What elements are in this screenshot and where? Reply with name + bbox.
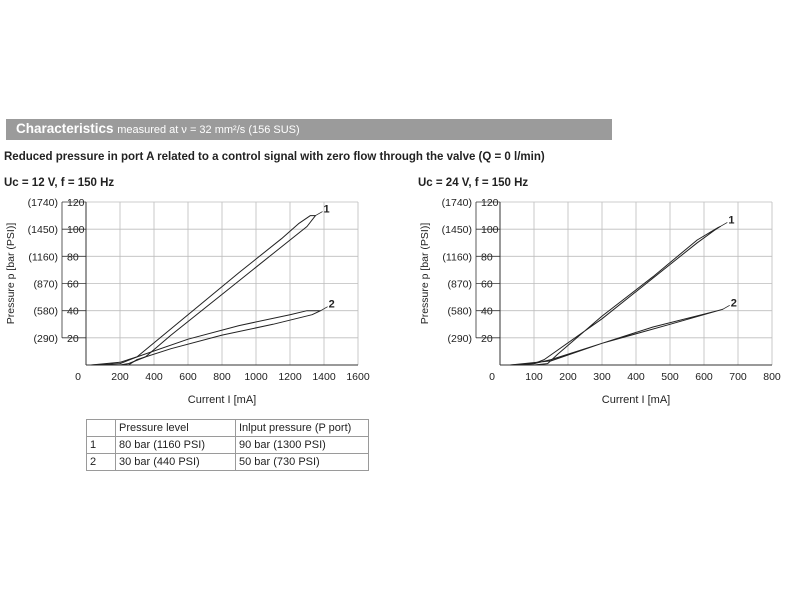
chart-2-x-tick-label: 800 — [763, 371, 781, 383]
chart-1-x-tick-label: 1600 — [346, 371, 370, 383]
chart-1-x-tick-label: 1000 — [244, 371, 268, 383]
chart-2-y-tick-label-psi: (1740) — [442, 197, 472, 209]
chart-2-y-tick-label-psi: (870) — [447, 279, 472, 291]
chart-2-y-tick-label-psi: (290) — [447, 333, 472, 345]
chart-1-series-2-leader — [320, 306, 328, 312]
chart-1-x-tick-label: 200 — [111, 371, 129, 383]
chart-1-y-tick-label: 40 — [67, 306, 79, 318]
chart-2-y-tick-label-psi: (1160) — [442, 251, 472, 263]
chart-1-y-tick-label-psi: (870) — [33, 279, 58, 291]
chart-2-y-axis-label: Pressure p [bar (PSI)] — [419, 223, 431, 325]
section-header-text: Characteristics measured at ν = 32 mm²/s… — [16, 121, 300, 136]
section-header-bar: Characteristics measured at ν = 32 mm²/s… — [6, 119, 612, 140]
chart-2-x-tick-label: 0 — [489, 371, 495, 383]
chart-1-y-tick-label: 60 — [67, 279, 79, 291]
chart-2-series-1-label: 1 — [728, 214, 734, 226]
chart-2-y-tick-label-psi: (580) — [447, 306, 472, 318]
table-header-cell: Pressure level — [115, 419, 236, 437]
chart-1-y-tick-label-psi: (1160) — [28, 251, 58, 263]
chart-2-x-tick-label: 100 — [525, 371, 543, 383]
table-cell: 2 — [86, 453, 116, 471]
chart-1-title: Uc = 12 V, f = 150 Hz — [4, 177, 115, 189]
chart-1-y-tick-label-psi: (580) — [33, 306, 58, 318]
table-header-cell — [86, 419, 116, 437]
chart-1-x-axis-label: Current I [mA] — [188, 394, 256, 406]
table-cell: 50 bar (730 PSI) — [235, 453, 369, 471]
chart-1-series-1-label: 1 — [324, 204, 330, 216]
chart-2-x-tick-label: 200 — [559, 371, 577, 383]
chart-2-x-tick-label: 700 — [729, 371, 747, 383]
chart-2-x-axis-label: Current I [mA] — [602, 394, 670, 406]
chart-2-y-tick-label: 100 — [481, 224, 499, 236]
chart-1-y-tick-label: 100 — [67, 224, 85, 236]
section-title: Characteristics — [16, 121, 114, 136]
chart-1-y-tick-label-psi: (1740) — [28, 197, 58, 209]
chart-1-x-tick-label: 1200 — [278, 371, 302, 383]
chart-2-x-tick-label: 500 — [661, 371, 679, 383]
chart-2-series-2-line — [510, 308, 724, 366]
chart-1-y-tick-label: 80 — [67, 251, 79, 263]
chart-2-y-tick-label-psi: (1450) — [442, 224, 472, 236]
chart-1-x-tick-label: 600 — [179, 371, 197, 383]
chart-1-y-tick-label: 120 — [67, 197, 85, 209]
chart-1-series-1-leader — [315, 211, 323, 216]
chart-1-y-tick-label-psi: (1450) — [28, 224, 58, 236]
chart-1-y-tick-label: 20 — [67, 333, 79, 345]
chart-2-title: Uc = 24 V, f = 150 Hz — [418, 177, 529, 189]
chart-2-series-1-leader — [720, 222, 728, 227]
chart-1-x-tick-label: 800 — [213, 371, 231, 383]
chart-2-y-tick-label: 40 — [481, 306, 493, 318]
table-header-row: Pressure level Inlput pressure (P port) — [86, 419, 369, 437]
chart-2-y-tick-label: 60 — [481, 279, 493, 291]
chart-2-y-tick-label: 120 — [481, 197, 499, 209]
table-cell: 80 bar (1160 PSI) — [115, 436, 236, 454]
chart-2-x-tick-label: 300 — [593, 371, 611, 383]
section-subtitle: measured at ν = 32 mm²/s (156 SUS) — [117, 124, 300, 136]
chart-1-x-tick-label: 1400 — [312, 371, 336, 383]
table-cell: 1 — [86, 436, 116, 454]
table-row: 1 80 bar (1160 PSI) 90 bar (1300 PSI) — [86, 436, 369, 454]
chart-1-series-2-line — [91, 310, 322, 366]
chart-1-series-2-label: 2 — [329, 299, 335, 311]
chart-2-series-2-leader — [722, 304, 730, 310]
chart-description: Reduced pressure in port A related to a … — [4, 151, 545, 163]
chart-1-series-1-line — [91, 215, 316, 366]
chart-1-x-tick-label: 0 — [75, 371, 81, 383]
chart-2-series-2-label: 2 — [731, 297, 737, 309]
chart-2-x-tick-label: 600 — [695, 371, 713, 383]
chart-2-series-1-line — [510, 226, 721, 366]
chart-2-y-tick-label: 80 — [481, 251, 493, 263]
table-header-cell: Inlput pressure (P port) — [235, 419, 369, 437]
chart-2-x-tick-label: 400 — [627, 371, 645, 383]
chart-2-y-tick-label: 20 — [481, 333, 493, 345]
table-row: 2 30 bar (440 PSI) 50 bar (730 PSI) — [86, 453, 369, 471]
chart-1-y-axis-label: Pressure p [bar (PSI)] — [5, 223, 17, 325]
chart-1-y-tick-label-psi: (290) — [33, 333, 58, 345]
table-cell: 90 bar (1300 PSI) — [235, 436, 369, 454]
pressure-level-table: Pressure level Inlput pressure (P port) … — [86, 419, 369, 471]
table-cell: 30 bar (440 PSI) — [115, 453, 236, 471]
chart-1-x-tick-label: 400 — [145, 371, 163, 383]
